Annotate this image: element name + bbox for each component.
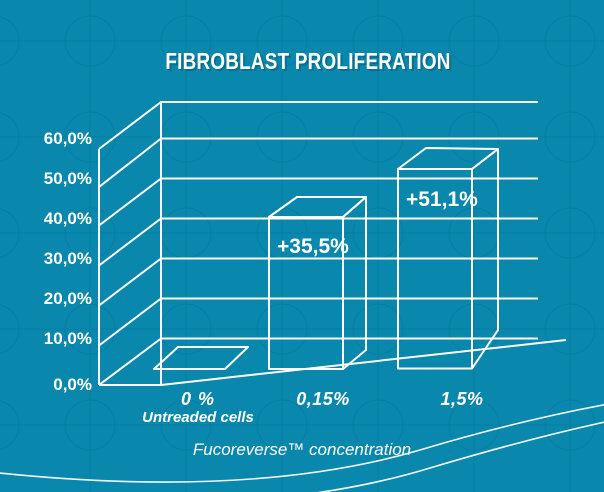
svg-text:+35,5%: +35,5% (277, 235, 349, 258)
svg-text:0,0%: 0,0% (53, 375, 92, 394)
svg-text:60,0%: 60,0% (44, 129, 92, 148)
svg-text:0,15%: 0,15% (296, 389, 350, 409)
svg-text:Untreaded cells: Untreaded cells (142, 409, 254, 426)
svg-text:30,0%: 30,0% (44, 249, 92, 268)
svg-text:20,0%: 20,0% (44, 289, 92, 308)
svg-text:0 %: 0 % (181, 389, 215, 409)
svg-text:50,0%: 50,0% (44, 169, 92, 188)
svg-text:1,5%: 1,5% (440, 389, 483, 409)
svg-text:+51,1%: +51,1% (406, 188, 478, 211)
svg-text:10,0%: 10,0% (44, 329, 92, 348)
svg-text:Fucoreverse™ concentration: Fucoreverse™ concentration (193, 440, 411, 459)
svg-text:40,0%: 40,0% (44, 209, 92, 228)
